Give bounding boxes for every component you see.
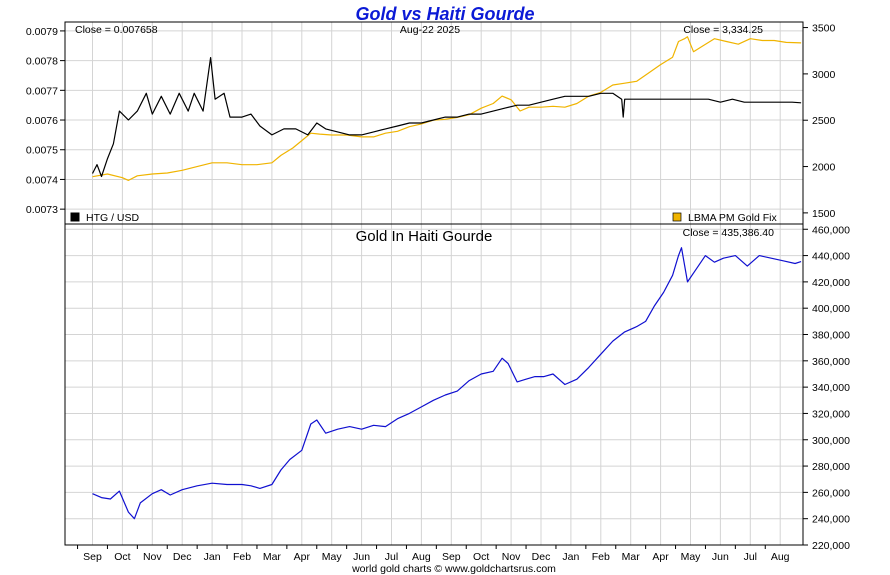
- x-tick-label-aug: Aug: [412, 551, 431, 563]
- x-tick-label-nov: Nov: [502, 551, 521, 563]
- top-panel-htg-vs-gold-fix: 0.0073 0.0074 0.0075 0.0076 0.0077 0.0078 0.00…: [26, 21, 836, 225]
- top-right-tick-label: 2500: [812, 115, 836, 127]
- top-panel-frame: [64, 21, 804, 225]
- bottom-right-axis: 220,000 240,000 260,000 280,000 300,000 320,0…: [803, 224, 850, 552]
- bottom-right-tick-label: 360,000: [812, 356, 850, 368]
- bottom-right-tick-label: 440,000: [812, 251, 850, 263]
- bottom-right-tick-label: 400,000: [812, 303, 850, 315]
- date-label: Aug-22 2025: [400, 24, 460, 36]
- legend-lbma-pm-gold-fix: LBMA PM Gold Fix: [672, 212, 777, 224]
- x-tick-label-apr: Apr: [294, 551, 311, 563]
- x-tick-label-feb: Feb: [233, 551, 251, 563]
- bottom-right-tick-label: 320,000: [812, 408, 850, 420]
- x-tick-label-oct: Oct: [473, 551, 489, 563]
- x-tick-label-nov: Nov: [143, 551, 162, 563]
- bottom-panel-title: Gold In Haiti Gourde: [356, 228, 493, 245]
- gold-htg-close-label: Close = 435,386.40: [683, 227, 775, 239]
- top-right-tick-label: 3500: [812, 23, 836, 35]
- series-line-htg-usd: [91, 57, 802, 178]
- x-tick-label-jun: Jun: [353, 551, 370, 563]
- x-tick-label-jan: Jan: [562, 551, 579, 563]
- footer-credit: world gold charts © www.goldchartsrus.co…: [351, 563, 556, 575]
- x-tick-label-sep: Sep: [83, 551, 102, 563]
- series-line-gold-in-htg: [92, 247, 802, 520]
- x-tick-label-jul: Jul: [385, 551, 398, 563]
- bottom-panel-series: [92, 247, 802, 520]
- x-tick-label-oct: Oct: [114, 551, 130, 563]
- top-left-tick-label: 0.0078: [26, 56, 58, 68]
- x-tick-label-mar: Mar: [622, 551, 641, 563]
- x-tick-label-dec: Dec: [173, 551, 192, 563]
- top-left-axis: 0.0073 0.0074 0.0075 0.0076 0.0077 0.0078 0.00…: [26, 26, 65, 216]
- top-left-tick-label: 0.0079: [26, 26, 58, 38]
- x-tick-label-dec: Dec: [532, 551, 551, 563]
- x-tick-label-mar: Mar: [263, 551, 282, 563]
- top-right-tick-label: 1500: [812, 208, 836, 220]
- top-panel-grid: [65, 22, 803, 224]
- series-line-lbma-pm-gold-fix: [92, 36, 802, 181]
- gold-fix-close-label: Close = 3,334.25: [683, 24, 763, 36]
- chart-title: Gold vs Haiti Gourde: [355, 4, 534, 24]
- top-left-tick-label: 0.0077: [26, 85, 58, 97]
- top-left-tick-label: 0.0073: [26, 204, 58, 216]
- bottom-right-tick-label: 420,000: [812, 277, 850, 289]
- bottom-panel-gold-in-htg: 220,000 240,000 260,000 280,000 300,000 320,0…: [64, 223, 850, 563]
- bottom-right-tick-label: 260,000: [812, 487, 850, 499]
- x-tick-label-feb: Feb: [592, 551, 610, 563]
- top-left-tick-label: 0.0074: [26, 174, 58, 186]
- top-right-tick-label: 2000: [812, 162, 836, 174]
- x-axis-month-ticks: Sep Oct Nov Dec Jan Feb Mar Apr May Jun Jul Aug Sep O…: [77, 545, 790, 563]
- bottom-right-tick-label: 300,000: [812, 435, 850, 447]
- x-tick-label-aug: Aug: [771, 551, 790, 563]
- bottom-right-tick-label: 280,000: [812, 461, 850, 473]
- legend-swatch-lbma-gold-fix: [672, 212, 682, 222]
- top-left-tick-label: 0.0076: [26, 115, 58, 127]
- legend-label-lbma-gold-fix: LBMA PM Gold Fix: [688, 212, 777, 224]
- x-tick-label-sep: Sep: [442, 551, 461, 563]
- x-tick-label-jan: Jan: [204, 551, 221, 563]
- legend-swatch-htg-usd: [70, 212, 80, 222]
- x-tick-label-may: May: [322, 551, 343, 563]
- bottom-right-tick-label: 380,000: [812, 330, 850, 342]
- legend-label-htg-usd: HTG / USD: [86, 212, 140, 224]
- top-panel-series: [91, 36, 802, 181]
- top-right-axis: 1500 2000 2500 3000 3500: [803, 23, 836, 220]
- x-tick-label-jun: Jun: [712, 551, 729, 563]
- htg-close-label: Close = 0.007658: [75, 24, 158, 36]
- bottom-panel-frame: [64, 223, 804, 546]
- bottom-panel-grid: [65, 224, 803, 546]
- top-left-tick-label: 0.0075: [26, 145, 58, 157]
- bottom-right-tick-label: 220,000: [812, 540, 850, 552]
- x-tick-label-apr: Apr: [652, 551, 669, 563]
- legend-htg-usd: HTG / USD: [70, 212, 140, 224]
- bottom-right-tick-label: 460,000: [812, 224, 850, 236]
- bottom-right-tick-label: 340,000: [812, 382, 850, 394]
- x-tick-label-jul: Jul: [744, 551, 757, 563]
- top-right-tick-label: 3000: [812, 69, 836, 81]
- x-tick-label-may: May: [681, 551, 702, 563]
- bottom-right-tick-label: 240,000: [812, 514, 850, 526]
